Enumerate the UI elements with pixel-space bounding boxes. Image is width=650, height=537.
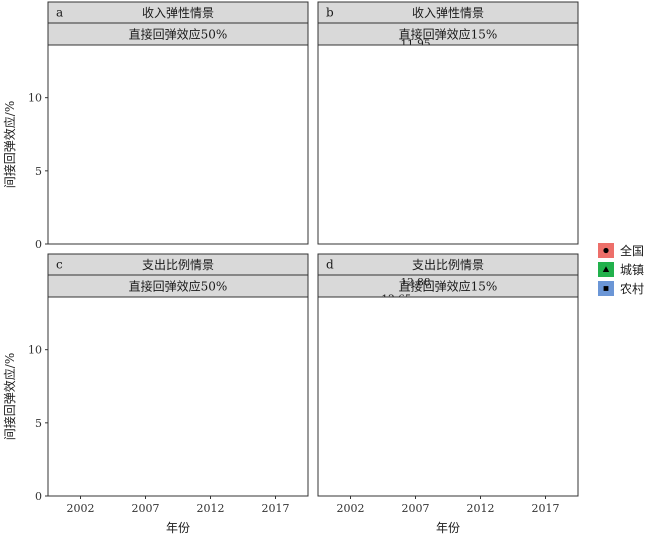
y-tick-label: 5 xyxy=(35,165,42,178)
y-axis-title: 间接回弹效应/% xyxy=(2,353,17,440)
y-tick-label: 0 xyxy=(35,238,42,251)
panel-border xyxy=(317,44,579,245)
x-axis-title: 年份 xyxy=(166,521,190,535)
panel-b: b收入弹性情景直接回弹效应15%8.3611.739.676.968.4711.… xyxy=(317,1,579,245)
panel-a: a收入弹性情景直接回弹效应50%4.926.95.694.094.987.035… xyxy=(28,1,309,251)
y-tick-label: 0 xyxy=(35,490,42,503)
panel-border xyxy=(317,296,579,497)
strip-sub-label: 直接回弹效应50% xyxy=(129,27,228,42)
x-tick-label: 2012 xyxy=(467,502,495,515)
y-tick-label: 10 xyxy=(28,92,42,105)
x-tick-label: 2002 xyxy=(67,502,95,515)
strip-sub-label: 直接回弹效应50% xyxy=(129,279,228,294)
x-axis-title: 年份 xyxy=(436,521,460,535)
panel-tag: c xyxy=(56,258,63,272)
panel-c: c支出比例情景直接回弹效应50%5.097.446.34.55.27.586.3… xyxy=(28,253,309,515)
y-axis-title: 间接回弹效应/% xyxy=(2,101,17,188)
x-tick-label: 2017 xyxy=(532,502,560,515)
x-tick-label: 2012 xyxy=(197,502,225,515)
strip-top-label: 支出比例情景 xyxy=(142,258,214,272)
y-tick-label: 10 xyxy=(28,344,42,357)
panel-tag: b xyxy=(326,6,334,20)
x-tick-label: 2007 xyxy=(132,502,160,515)
data-label: 12.88 xyxy=(400,277,430,289)
panel-border xyxy=(47,44,309,245)
panel-tag: d xyxy=(326,258,334,272)
strip-sub-label: 直接回弹效应15% xyxy=(399,279,498,294)
strip-sub-label: 直接回弹效应15% xyxy=(399,27,498,42)
x-tick-label: 2007 xyxy=(402,502,430,515)
x-tick-label: 2017 xyxy=(262,502,290,515)
strip-top-label: 收入弹性情景 xyxy=(412,6,484,20)
panel-border xyxy=(47,296,309,497)
legend-label: 城镇 xyxy=(620,263,644,277)
legend-label: 全国 xyxy=(620,243,644,258)
panel-d: d支出比例情景直接回弹效应15%8.6612.6510.717.658.8312… xyxy=(317,253,579,515)
legend-label: 农村 xyxy=(620,282,644,296)
x-tick-label: 2002 xyxy=(337,502,365,515)
panel-tag: a xyxy=(56,6,63,20)
y-tick-label: 5 xyxy=(35,417,42,430)
legend-marker-农村 xyxy=(603,286,609,291)
legend-marker-城镇 xyxy=(602,266,610,273)
strip-top-label: 收入弹性情景 xyxy=(142,6,214,20)
strip-top-label: 支出比例情景 xyxy=(412,258,484,272)
legend-marker-全国 xyxy=(603,247,609,254)
